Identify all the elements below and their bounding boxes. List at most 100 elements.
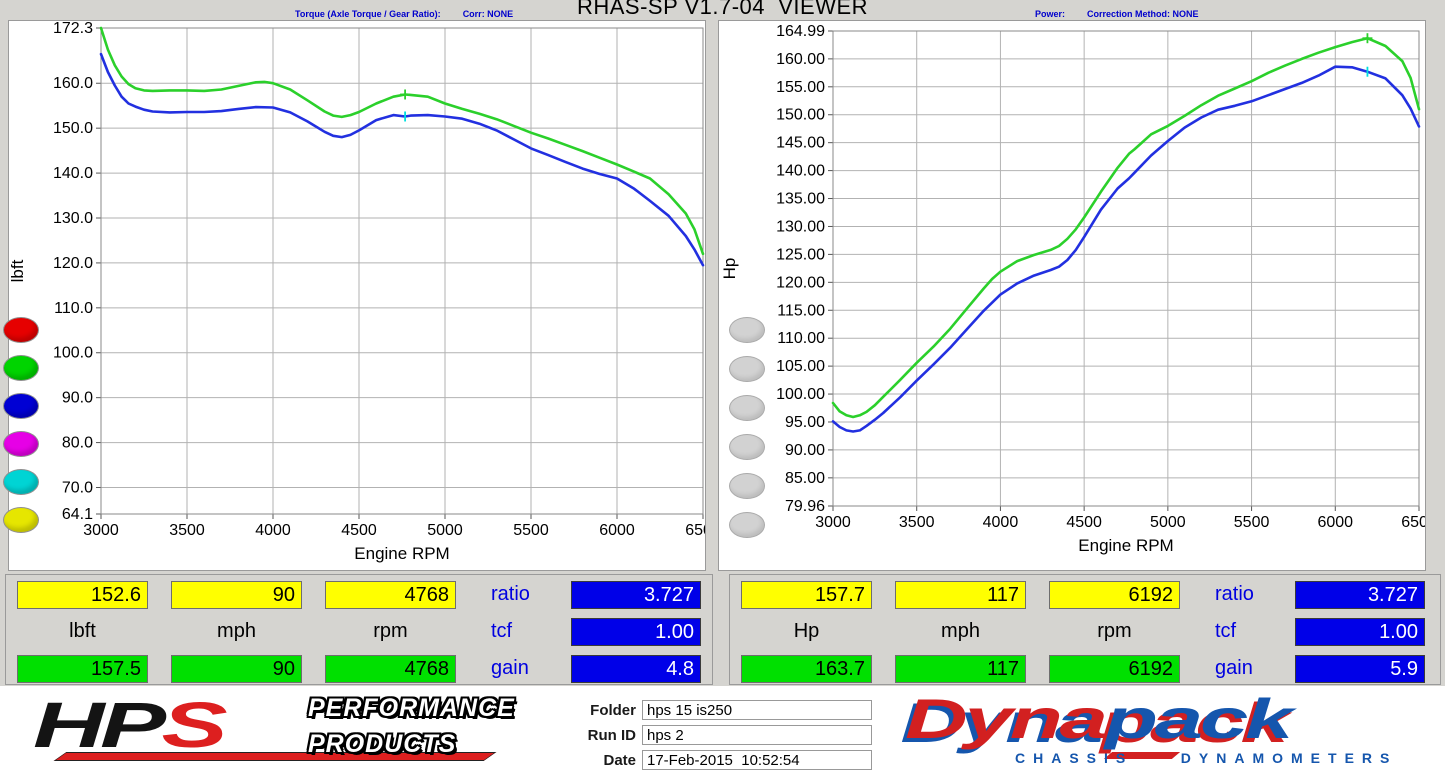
y-tick-label: 150.0 — [53, 120, 93, 137]
x-axis-title: Engine RPM — [354, 544, 449, 563]
y-tick-label: 140.0 — [53, 165, 93, 182]
tcf-value-box: 1.00 — [1295, 618, 1425, 646]
power-chart-header: Power: Correction Method: NONE — [1035, 9, 1221, 19]
y-tick-label: 155.00 — [776, 79, 825, 96]
x-axis-title: Engine RPM — [1078, 536, 1173, 555]
ratio-value-box: 3.727 — [571, 581, 701, 609]
y-tick-label: 95.00 — [785, 414, 825, 431]
y-tick-label: 150.00 — [776, 107, 825, 124]
y-tick-label: 120.0 — [53, 255, 93, 272]
tcf-label: tcf — [491, 620, 513, 642]
y-tick-label: 145.00 — [776, 135, 825, 152]
y-tick-label: 160.0 — [53, 75, 93, 92]
y-tick-label: 115.00 — [777, 302, 825, 319]
folder-input[interactable] — [642, 700, 872, 720]
y-tick-label: 105.00 — [776, 358, 825, 375]
readout-box-torque-corr-rpm: 4768 — [325, 655, 456, 683]
dynapack-pack-text: pack — [1104, 687, 1294, 750]
power-readout-panel: 157.7 117 6192 Hp mph rpm 163.7 117 6192… — [729, 574, 1441, 685]
readout-box-torque-corr-mph: 90 — [171, 655, 302, 683]
run-id-input[interactable] — [642, 725, 872, 745]
hps-products-text: PRODUCTS — [308, 730, 457, 758]
folder-label: Folder — [590, 701, 636, 719]
x-tick-label: 5500 — [513, 522, 549, 539]
x-tick-label: 3000 — [815, 514, 851, 531]
y-tick-label: 125.00 — [776, 246, 825, 263]
x-tick-label: 5000 — [1150, 514, 1186, 531]
y-tick-label: 130.00 — [776, 218, 825, 235]
hps-logo-s: S — [161, 689, 228, 761]
y-tick-label: 160.00 — [776, 51, 825, 68]
palette-circle-red[interactable] — [3, 317, 39, 343]
date-label: Date — [603, 751, 636, 769]
date-row: Date — [560, 750, 872, 775]
torque-readout-panel: 152.6 90 4768 lbft mph rpm 157.5 90 4768… — [5, 574, 713, 685]
palette-circle-green[interactable] — [3, 355, 39, 381]
power-chart-title: Power: — [1035, 9, 1066, 19]
x-tick-label: 4000 — [255, 522, 291, 539]
run-id-row: Run ID — [560, 725, 872, 750]
dynapack-logo-wordmark: Dynapack — [905, 686, 1294, 751]
y-tick-label: 90.00 — [785, 442, 825, 459]
x-tick-label: 3000 — [83, 522, 119, 539]
y-tick-label: 100.00 — [776, 386, 825, 403]
palette-circle-magenta[interactable] — [3, 431, 39, 457]
unit-label-hp: Hp — [793, 620, 820, 642]
unit-label-mph: mph — [941, 620, 980, 642]
palette-circle-cyan[interactable] — [3, 469, 39, 495]
trace-slot-circle[interactable] — [729, 317, 765, 343]
power-chart: 164.99 160.00 155.00 150.00 145.00 140.00 135.… — [720, 23, 1425, 555]
trace-slot-circle[interactable] — [729, 434, 765, 460]
readout-box-power-corr-mph: 117 — [895, 655, 1026, 683]
y-tick-label: 110.0 — [54, 300, 93, 317]
readout-box-power-mph: 117 — [895, 581, 1026, 609]
hps-logo-hp: HP — [33, 689, 166, 761]
ratio-label: ratio — [1215, 583, 1254, 605]
trace-slot-circle[interactable] — [729, 395, 765, 421]
date-input[interactable] — [642, 750, 872, 770]
trace-slot-circle[interactable] — [729, 473, 765, 499]
y-tick-label: 64.1 — [62, 506, 93, 523]
x-tick-label: 5500 — [1234, 514, 1270, 531]
torque-chart: 172.3 160.0 150.0 140.0 130.0 120.0 110.0 100.0… — [9, 21, 705, 563]
curve-corrected-torque — [99, 26, 705, 256]
dynapack-chassis-text: CHASSIS — [1015, 750, 1134, 766]
run-info-form: Folder Run ID Date — [560, 700, 872, 775]
readout-box-torque-corr-peak: 157.5 — [17, 655, 148, 683]
hps-logo-letters: HPS — [33, 688, 228, 762]
y-tick-label: 70.0 — [62, 479, 93, 496]
readout-box-power-rpm: 6192 — [1049, 581, 1180, 609]
dynapack-logo: Dynapack CHASSIS DYNAMOMETERS — [903, 686, 1438, 776]
palette-circle-yellow[interactable] — [3, 507, 39, 533]
palette-circle-blue[interactable] — [3, 393, 39, 419]
run-id-label: Run ID — [587, 726, 636, 744]
curve-measured-power — [831, 65, 1421, 433]
torque-chart-title: Torque (Axle Torque / Gear Ratio): — [295, 9, 441, 19]
hps-logo: HPS PERFORMANCE PRODUCTS — [8, 686, 528, 776]
y-axis-title: Hp — [720, 258, 739, 280]
tcf-label: tcf — [1215, 620, 1237, 642]
torque-chart-header: Torque (Axle Torque / Gear Ratio): Corr: … — [295, 9, 535, 19]
y-tick-label: 120.00 — [776, 274, 825, 291]
gain-label: gain — [491, 657, 529, 679]
trace-slot-circle[interactable] — [729, 512, 765, 538]
ratio-value-box: 3.727 — [1295, 581, 1425, 609]
x-tick-label: 6000 — [599, 522, 635, 539]
hps-performance-text: PERFORMANCE — [308, 694, 515, 722]
dynapack-dyna-text: Dyna — [905, 687, 1108, 750]
dynapack-logo-subtitle: CHASSIS DYNAMOMETERS — [1015, 750, 1397, 766]
power-chart-panel: 164.99 160.00 155.00 150.00 145.00 140.00 135.… — [718, 20, 1426, 571]
tcf-value-box: 1.00 — [571, 618, 701, 646]
x-tick-label: 3500 — [899, 514, 935, 531]
readout-box-power-peak: 157.7 — [741, 581, 872, 609]
trace-slot-circle[interactable] — [729, 356, 765, 382]
ratio-label: ratio — [491, 583, 530, 605]
x-tick-label: 4500 — [341, 522, 377, 539]
y-tick-label: 172.3 — [53, 21, 93, 37]
readout-box-torque-peak: 152.6 — [17, 581, 148, 609]
plot-border — [100, 27, 704, 515]
footer: HPS PERFORMANCE PRODUCTS Folder Run ID D… — [0, 686, 1445, 777]
x-tick-label: 6500 — [685, 522, 705, 539]
power-correction-label: Correction Method: NONE — [1087, 9, 1199, 19]
y-tick-label: 90.0 — [62, 390, 93, 407]
